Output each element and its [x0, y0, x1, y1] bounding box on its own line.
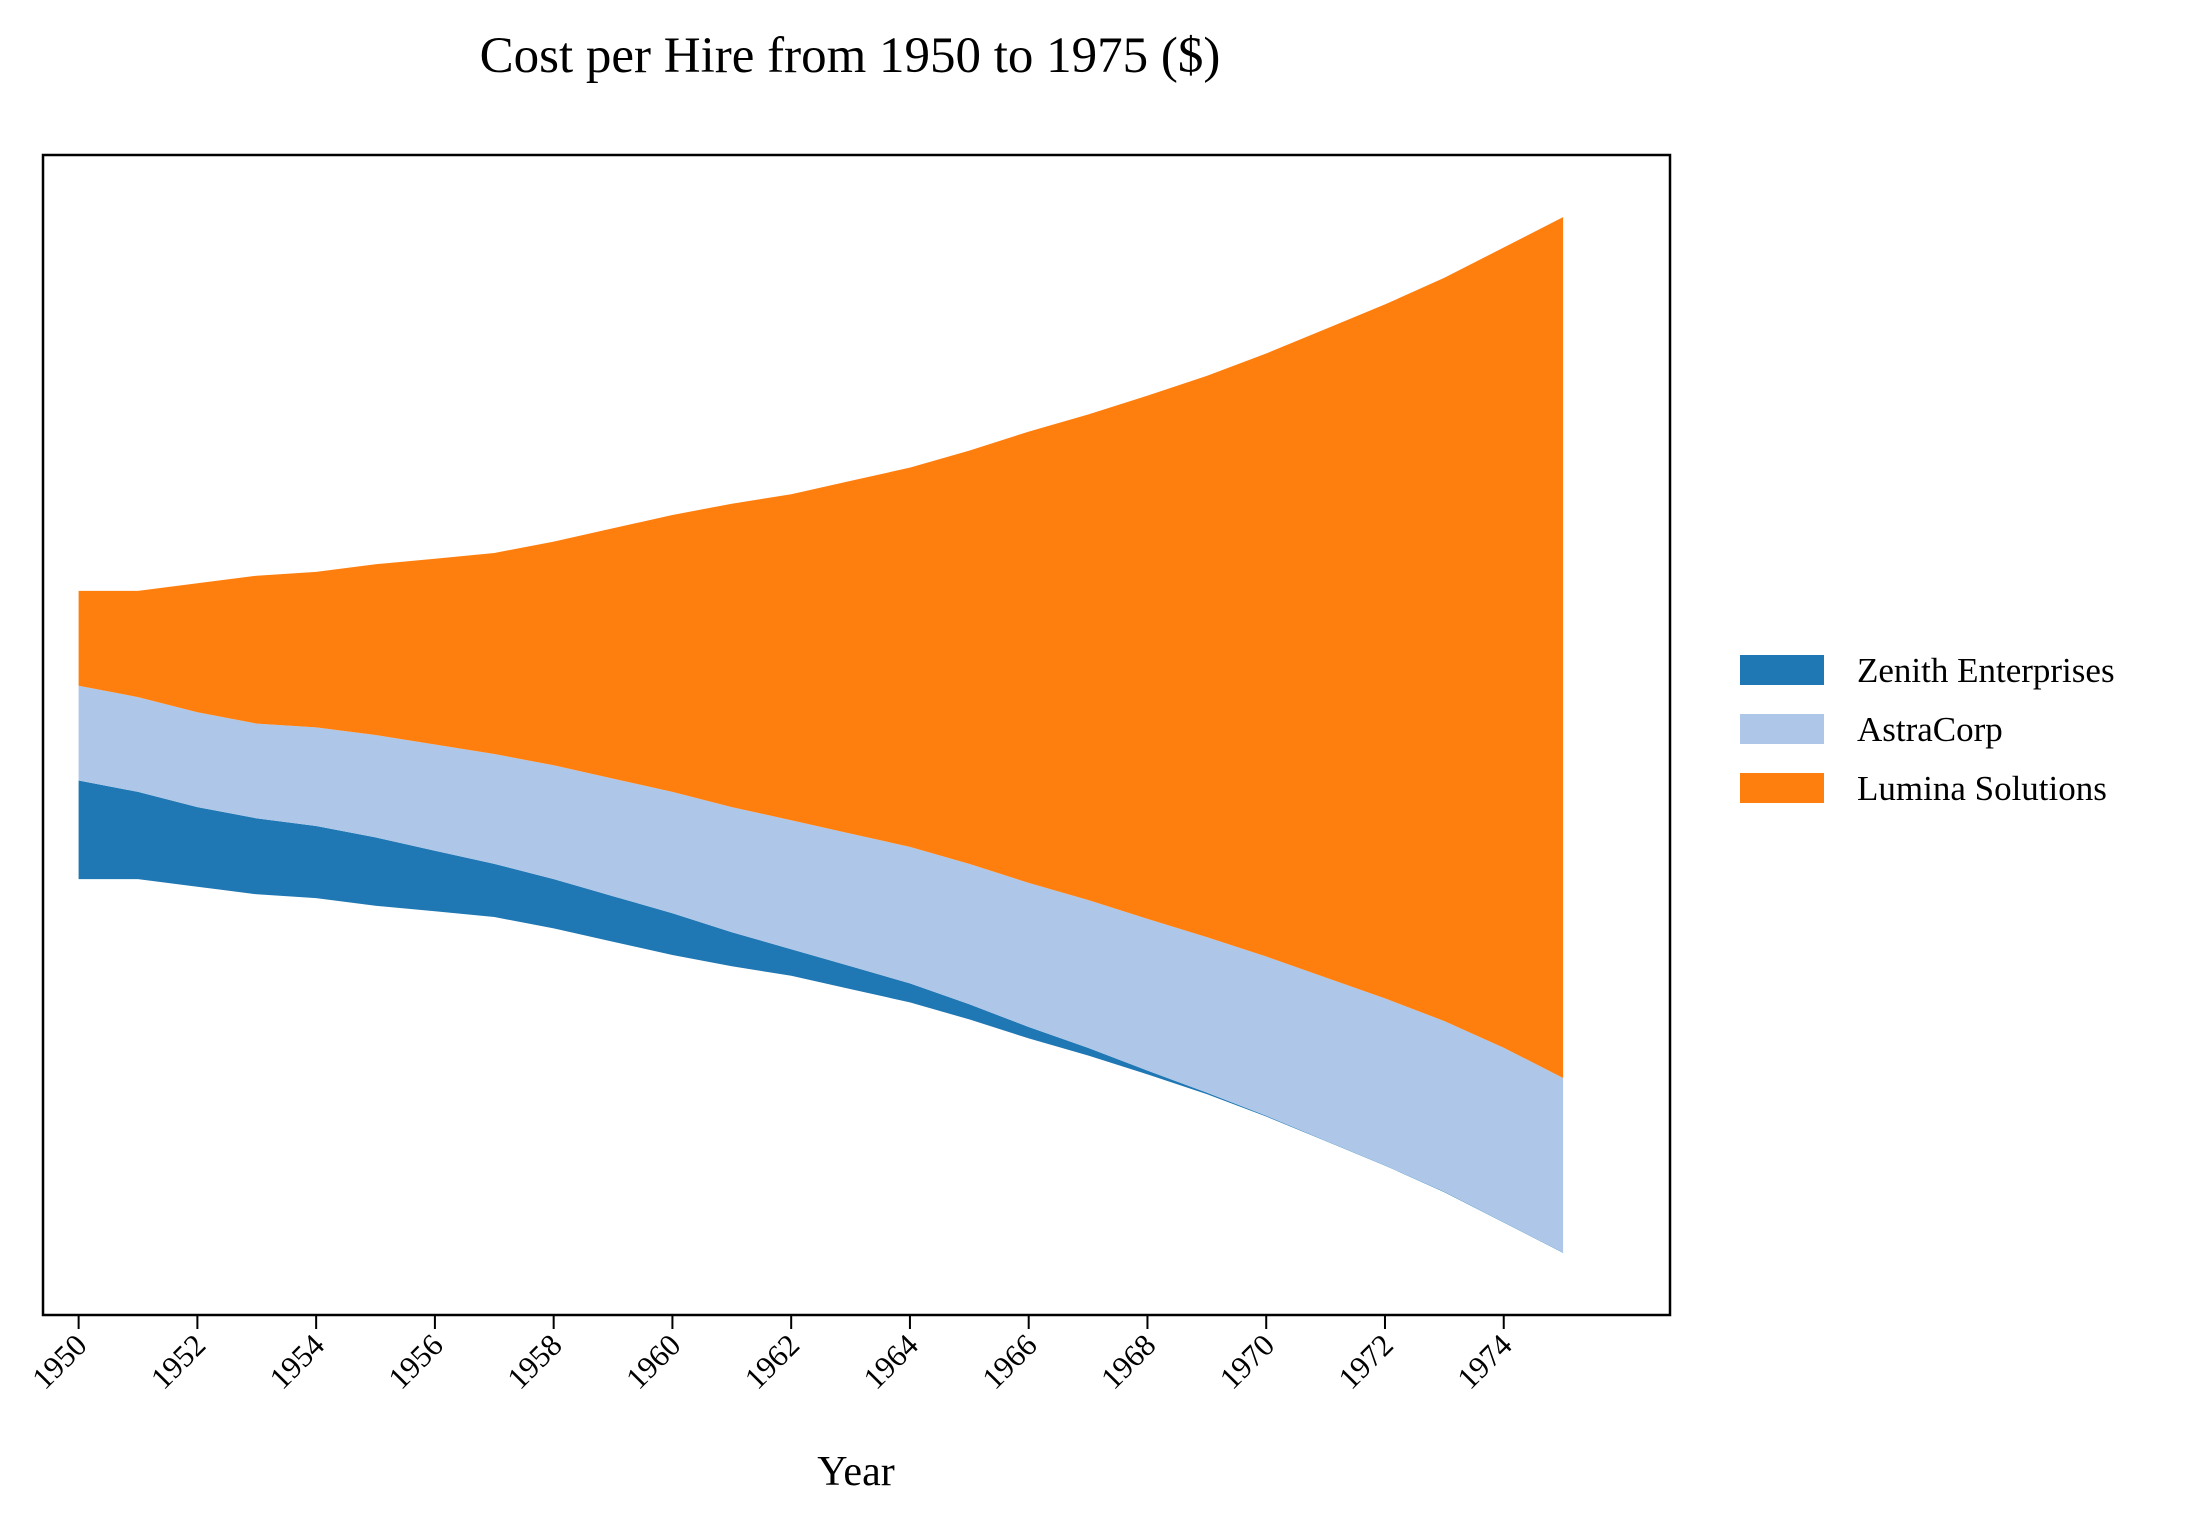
x-tick-label: 1972: [1331, 1327, 1400, 1396]
x-tick-label: 1962: [738, 1327, 807, 1396]
area-astracorp: [78, 685, 1564, 1253]
stream-areas: [78, 217, 1564, 1253]
x-tick-label: 1960: [619, 1327, 688, 1396]
x-tick-label: 1958: [500, 1327, 569, 1396]
x-tick-label: 1974: [1450, 1327, 1519, 1396]
x-tick-label: 1956: [381, 1327, 450, 1396]
area-lumina-solutions: [78, 217, 1564, 1079]
legend-label: Lumina Solutions: [1857, 769, 2107, 808]
chart-title: Cost per Hire from 1950 to 1975 ($): [480, 28, 1221, 84]
x-axis-label: Year: [817, 1449, 894, 1495]
area-zenith-enterprises: [78, 780, 1564, 1253]
x-tick-label: 1970: [1213, 1327, 1282, 1396]
x-tick-label: 1952: [144, 1327, 213, 1396]
legend-label: Zenith Enterprises: [1857, 651, 2115, 690]
plot-frame: [41, 153, 1672, 1317]
x-tick-label: 1964: [856, 1327, 925, 1396]
legend-swatch: [1740, 773, 1824, 803]
x-tick-label: 1954: [263, 1327, 332, 1396]
x-tick-label: 1968: [1094, 1327, 1163, 1396]
x-tick-label: 1966: [975, 1327, 1044, 1396]
x-tick-label: 1950: [25, 1327, 94, 1396]
legend-label: AstraCorp: [1857, 710, 2003, 749]
legend-swatch: [1740, 714, 1824, 744]
legend-swatch: [1740, 655, 1824, 685]
x-axis-ticks: 1950 1952 1954 1956 1958 1960 1962 1964 1966 1968…: [25, 1315, 1519, 1396]
legend: Zenith Enterprises AstraCorp Lumina Soluti…: [1740, 651, 2115, 808]
